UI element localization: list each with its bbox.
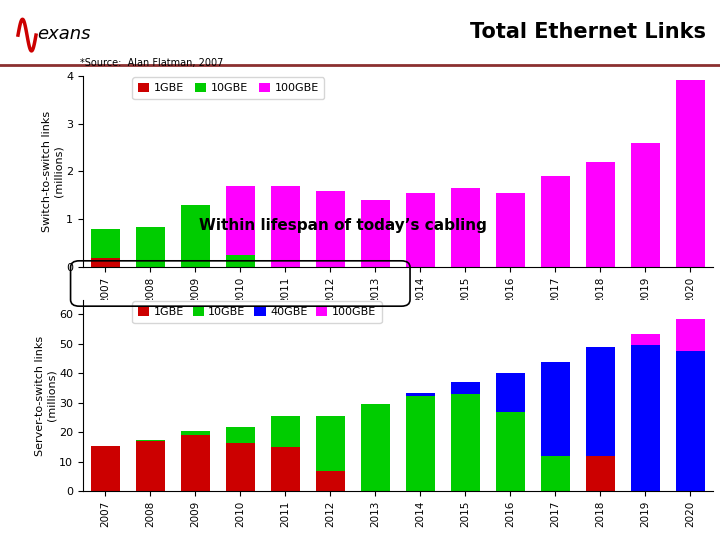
Text: *Source:  Alan Flatman, 2007: *Source: Alan Flatman, 2007 [80,58,223,68]
Bar [361,200,390,267]
Bar [585,456,615,491]
Bar [181,435,210,491]
Bar [631,334,660,346]
Bar [361,404,390,491]
Bar [541,176,570,267]
Text: Total Ethernet Links: Total Ethernet Links [469,22,706,42]
Bar [315,191,345,267]
Bar [451,188,480,267]
Y-axis label: Server-to-switch links
(millions): Server-to-switch links (millions) [35,335,56,456]
Bar [271,416,300,447]
Legend: 1GBE, 10GBE, 100GBE: 1GBE, 10GBE, 100GBE [132,77,324,99]
Bar [271,447,300,491]
Bar [225,186,255,255]
Bar [271,186,300,267]
Bar [405,393,435,395]
Bar [631,346,660,491]
Bar [405,193,435,267]
Bar [135,441,165,491]
Bar [495,193,525,267]
Bar [91,258,120,267]
Bar [91,229,120,258]
Bar [315,416,345,471]
Legend: 1GBE, 10GBE, 40GBE, 100GBE: 1GBE, 10GBE, 40GBE, 100GBE [132,301,382,323]
Bar [675,80,705,267]
Bar [91,446,120,491]
Bar [135,227,165,267]
Bar [225,427,255,443]
Bar [585,347,615,456]
Bar [451,382,480,394]
Bar [495,412,525,491]
Bar [495,374,525,412]
Bar [315,471,345,491]
Text: Within lifespan of today’s cabling: Within lifespan of today’s cabling [199,218,487,233]
Bar [541,362,570,456]
Text: exans: exans [37,25,91,43]
Bar [225,443,255,491]
Bar [631,143,660,267]
Bar [541,456,570,491]
Bar [451,394,480,491]
Bar [585,162,615,267]
Bar [675,352,705,491]
Bar [135,440,165,441]
Y-axis label: Switch-to-switch links
(millions): Switch-to-switch links (millions) [42,111,63,232]
Bar [181,205,210,267]
Bar [181,431,210,435]
Bar [225,255,255,267]
Bar [405,395,435,491]
Bar [675,319,705,352]
